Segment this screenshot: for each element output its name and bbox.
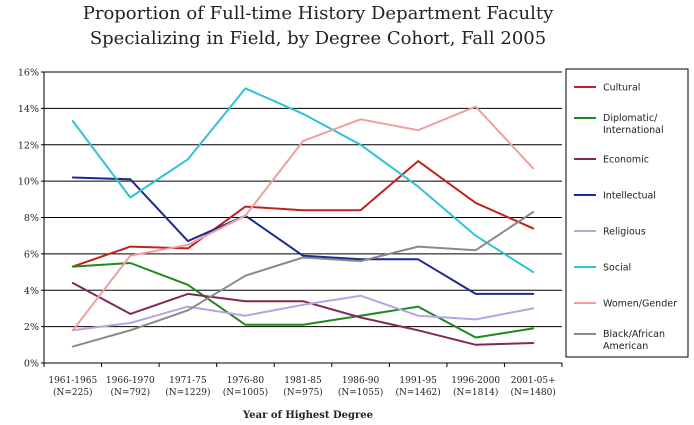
- y-tick-label: 4%: [24, 286, 39, 297]
- x-axis: 1961-1965(N=225)1966-1970(N=792)1971-75(…: [43, 363, 563, 398]
- x-tick-label-period: 1981-85: [284, 376, 322, 386]
- y-tick-label: 6%: [24, 249, 39, 260]
- chart-title-line-2: Specializing in Field, by Degree Cohort,…: [90, 28, 546, 49]
- x-tick-label-period: 2001-05+: [511, 376, 556, 386]
- legend-item: Cultural: [574, 83, 640, 94]
- x-tick-label-period: 1996-2000: [451, 376, 500, 386]
- x-tick-label-count: (N=1814): [453, 387, 498, 398]
- series-line-religious: [71, 294, 535, 332]
- legend-item: Economic: [574, 155, 649, 166]
- y-tick-label: 12%: [18, 140, 39, 151]
- legend: Cultural Diplomatic/International Economic…: [565, 68, 689, 358]
- x-tick-label-count: (N=1480): [511, 387, 556, 398]
- series-line-women-gender: [71, 105, 535, 332]
- legend-label: Social: [603, 263, 631, 274]
- x-tick-label-period: 1991-95: [399, 376, 437, 386]
- legend-label: American: [603, 341, 648, 352]
- grid: [44, 71, 562, 364]
- legend-label: Religious: [603, 227, 646, 238]
- x-tick-label-count: (N=1229): [165, 387, 210, 398]
- x-tick-label-count: (N=1462): [395, 387, 440, 398]
- x-tick-label: 1961-1965(N=225): [48, 376, 97, 398]
- y-tick-label: 14%: [18, 104, 39, 115]
- legend-item: Diplomatic/International: [574, 113, 664, 136]
- x-tick-label-count: (N=1055): [338, 387, 383, 398]
- y-tick-label: 16%: [18, 68, 39, 79]
- x-tick-label-period: 1986-90: [342, 376, 380, 386]
- legend-item: Women/Gender: [574, 299, 677, 310]
- legend-label: Economic: [603, 155, 649, 166]
- legend-label: Intellectual: [603, 191, 656, 202]
- legend-label: Diplomatic/: [603, 113, 658, 124]
- y-tick-label: 0%: [24, 359, 39, 370]
- y-tick-label: 2%: [24, 322, 39, 333]
- x-tick-label: 1966-1970(N=792): [106, 376, 155, 398]
- legend-item: Social: [574, 263, 631, 274]
- y-tick-label: 10%: [18, 177, 39, 188]
- x-tick-label: 1996-2000(N=1814): [451, 376, 500, 398]
- chart-title-line-1: Proportion of Full-time History Departme…: [83, 3, 554, 24]
- series-line-intellectual: [71, 176, 535, 295]
- series-line-social: [71, 87, 535, 274]
- x-tick-label: 1971-75(N=1229): [165, 376, 210, 398]
- series-line-black-african-american: [71, 211, 535, 348]
- x-tick-label: 1981-85(N=975): [283, 376, 323, 398]
- x-tick-label-count: (N=792): [111, 387, 151, 398]
- legend-label: International: [603, 125, 664, 136]
- series-line-economic: [71, 282, 535, 346]
- x-tick-label: 1976-80(N=1005): [223, 376, 268, 398]
- legend-label: Cultural: [603, 83, 640, 94]
- x-tick-label-count: (N=1005): [223, 387, 268, 398]
- x-tick-label-count: (N=225): [53, 387, 93, 398]
- legend-item: Intellectual: [574, 191, 656, 202]
- x-tick-label: 1991-95(N=1462): [395, 376, 440, 398]
- x-tick-label-period: 1961-1965: [48, 376, 97, 386]
- y-axis: 0% 2% 4% 6% 8% 10% 12% 14% 16%: [18, 68, 44, 370]
- y-tick-label: 8%: [24, 213, 39, 224]
- series-line-cultural: [71, 160, 535, 268]
- x-tick-label: 2001-05+(N=1480): [511, 376, 556, 398]
- x-tick-label-period: 1966-1970: [106, 376, 155, 386]
- legend-label: Women/Gender: [603, 299, 677, 310]
- x-tick-label: 1986-90(N=1055): [338, 376, 383, 398]
- chart-title: Proportion of Full-time History Departme…: [83, 3, 554, 49]
- x-axis-title: Year of Highest Degree: [242, 410, 373, 421]
- series-line-diplomatic-international: [71, 262, 535, 339]
- x-tick-label-period: 1976-80: [227, 376, 265, 386]
- legend-label: Black/African: [603, 329, 665, 340]
- legend-item: Religious: [574, 227, 646, 238]
- series-lines: [71, 87, 535, 348]
- x-tick-label-period: 1971-75: [169, 376, 207, 386]
- x-tick-label-count: (N=975): [283, 387, 323, 398]
